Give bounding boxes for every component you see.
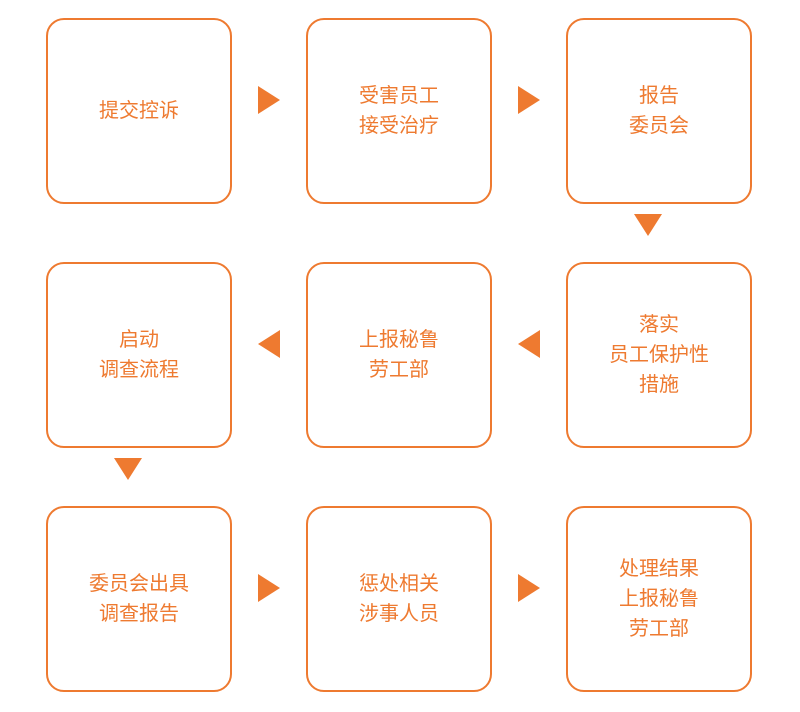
flow-node-label: 惩处相关 涉事人员 <box>308 569 490 629</box>
flow-node-n4: 落实 员工保护性 措施 <box>566 262 752 448</box>
flow-node-n5: 上报秘鲁 劳工部 <box>306 262 492 448</box>
flow-node-label: 报告 委员会 <box>568 81 750 141</box>
flow-node-n3: 报告 委员会 <box>566 18 752 204</box>
flow-node-label: 提交控诉 <box>48 96 230 126</box>
flow-node-n6: 启动 调查流程 <box>46 262 232 448</box>
flow-node-label: 委员会出具 调查报告 <box>48 569 230 629</box>
flow-node-label: 上报秘鲁 劳工部 <box>308 325 490 385</box>
flow-node-n9: 处理结果 上报秘鲁 劳工部 <box>566 506 752 692</box>
flow-arrow-n3-n4 <box>634 214 662 236</box>
flow-arrow-n4-n5 <box>518 330 540 358</box>
flow-arrow-n6-n7 <box>114 458 142 480</box>
flow-node-n1: 提交控诉 <box>46 18 232 204</box>
flow-node-label: 落实 员工保护性 措施 <box>568 310 750 400</box>
flow-arrow-n5-n6 <box>258 330 280 358</box>
flow-arrow-n8-n9 <box>518 574 540 602</box>
flow-node-label: 受害员工 接受治疗 <box>308 81 490 141</box>
flow-node-label: 启动 调查流程 <box>48 325 230 385</box>
flow-node-n7: 委员会出具 调查报告 <box>46 506 232 692</box>
flow-node-n8: 惩处相关 涉事人员 <box>306 506 492 692</box>
flow-arrow-n2-n3 <box>518 86 540 114</box>
flow-node-label: 处理结果 上报秘鲁 劳工部 <box>568 554 750 644</box>
flow-arrow-n7-n8 <box>258 574 280 602</box>
flow-node-n2: 受害员工 接受治疗 <box>306 18 492 204</box>
flow-arrow-n1-n2 <box>258 86 280 114</box>
